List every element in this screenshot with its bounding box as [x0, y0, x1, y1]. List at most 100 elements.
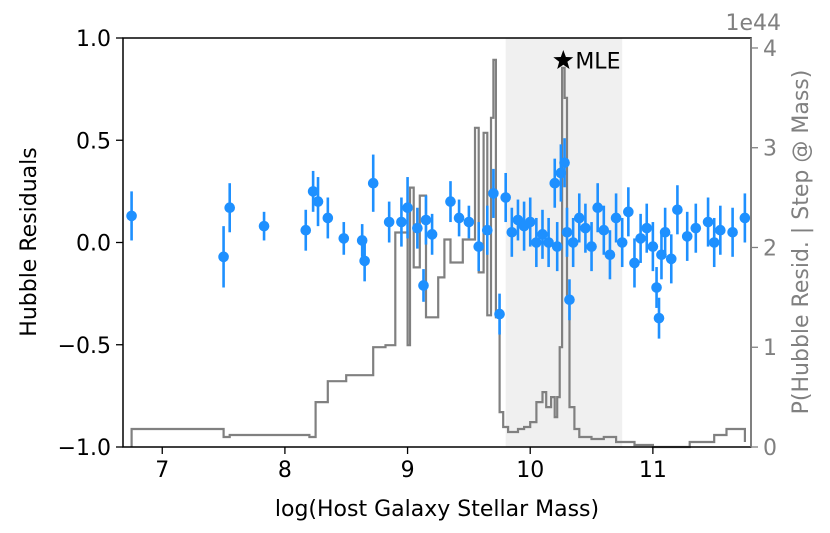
point-marker: [463, 216, 475, 228]
point-marker: [445, 196, 456, 207]
data-point: [681, 211, 693, 261]
point-marker: [629, 257, 640, 269]
point-marker: [702, 216, 714, 228]
point-marker: [604, 249, 616, 261]
point-marker: [586, 241, 597, 252]
data-point: [300, 209, 312, 251]
data-point: [383, 201, 395, 243]
data-point: [258, 211, 270, 241]
point-marker: [367, 177, 379, 189]
posterior-line: [130, 58, 747, 449]
data-point: [659, 207, 671, 257]
y-tick-label: 0.5: [76, 129, 111, 154]
point-marker: [616, 237, 628, 248]
data-point: [564, 279, 575, 321]
point-marker: [559, 157, 570, 169]
y-tick-label: 0.0: [76, 232, 111, 257]
data-point: [551, 222, 563, 272]
data-point: [580, 203, 591, 253]
data-point: [524, 197, 536, 247]
right-y-tick-label: 3: [763, 137, 777, 162]
point-marker: [418, 280, 429, 291]
right-y-tick-label: 4: [763, 37, 777, 62]
data-point: [396, 197, 407, 247]
data-point: [338, 222, 350, 255]
x-tick-label: 11: [639, 458, 667, 483]
point-marker: [383, 216, 395, 228]
data-point: [426, 213, 438, 255]
point-marker: [635, 233, 646, 244]
point-marker: [359, 255, 370, 267]
data-point: [573, 193, 585, 243]
x-tick-label: 7: [155, 458, 169, 483]
point-marker: [322, 212, 334, 224]
data-point: [494, 293, 505, 335]
point-marker: [488, 188, 499, 199]
data-point: [635, 213, 646, 263]
data-point: [598, 205, 610, 255]
point-marker: [653, 312, 665, 324]
data-point: [559, 138, 570, 188]
point-marker: [524, 216, 536, 228]
data-point: [412, 207, 423, 249]
data-point: [610, 193, 622, 243]
point-marker: [561, 226, 573, 238]
data-point: [500, 172, 511, 223]
right-axis-title: P(Hubble Resid. | Step @ Mass): [789, 70, 814, 415]
right-y-tick-label: 1: [763, 336, 777, 361]
point-marker: [543, 237, 554, 248]
right-y-tick-label: 2: [763, 236, 777, 261]
posterior-step-line: [130, 58, 747, 449]
point-marker: [567, 237, 579, 248]
data-point: [665, 234, 677, 284]
point-marker: [338, 233, 350, 244]
data-point: [473, 222, 485, 272]
data-point: [616, 217, 628, 268]
point-marker: [715, 224, 726, 236]
data-point: [708, 217, 720, 268]
data-point: [690, 203, 702, 253]
mle-marker: MLE: [553, 49, 620, 74]
data-point: [727, 207, 738, 257]
point-marker: [681, 231, 693, 242]
data-point: [506, 207, 518, 257]
point-marker: [727, 226, 738, 238]
data-point: [488, 168, 499, 218]
data-point: [322, 197, 334, 239]
data-point: [418, 269, 429, 302]
point-marker: [647, 241, 659, 252]
point-marker: [672, 204, 683, 216]
point-marker: [610, 212, 622, 224]
data-point: [561, 207, 573, 257]
point-marker: [665, 253, 677, 265]
point-marker: [551, 241, 563, 252]
point-marker: [453, 212, 465, 224]
point-marker: [412, 222, 423, 234]
data-point: [592, 183, 603, 233]
point-marker: [402, 202, 413, 214]
data-point: [629, 238, 640, 288]
data-point: [367, 154, 379, 212]
right-axis-multiplier: 1e44: [725, 11, 781, 36]
data-point: [672, 185, 683, 235]
point-marker: [218, 251, 229, 263]
point-marker: [500, 192, 511, 203]
data-point: [445, 181, 456, 223]
point-marker: [573, 212, 585, 224]
data-point: [739, 193, 751, 243]
point-marker: [690, 222, 702, 234]
point-marker: [494, 308, 505, 320]
point-marker: [300, 224, 312, 236]
point-marker: [312, 196, 324, 207]
data-point: [653, 297, 665, 339]
data-point: [531, 217, 542, 268]
x-tick-label: 8: [278, 458, 292, 483]
data-point: [715, 205, 726, 255]
y-axis-title: Hubble Residuals: [17, 147, 42, 336]
point-marker: [580, 222, 591, 234]
point-marker: [708, 237, 720, 248]
data-point: [402, 177, 413, 239]
point-marker: [537, 229, 548, 240]
mle-label: MLE: [575, 49, 620, 74]
